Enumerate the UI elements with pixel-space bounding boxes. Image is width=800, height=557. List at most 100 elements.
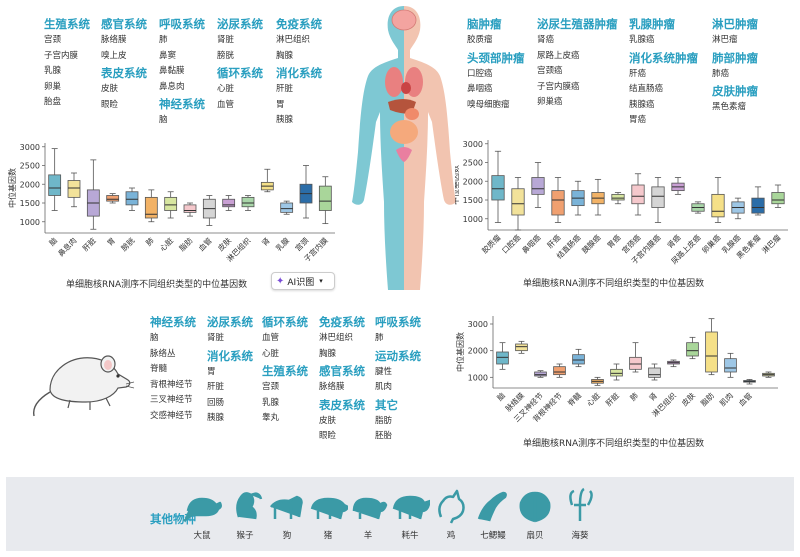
tissue-item[interactable]: 胰腺癌 xyxy=(629,99,655,110)
species-label[interactable]: 海葵 xyxy=(571,531,589,541)
box-1[interactable] xyxy=(511,177,525,231)
box-4[interactable] xyxy=(572,348,585,368)
category-title[interactable]: 生殖系统 xyxy=(44,17,90,31)
tissue-item[interactable]: 宫颈癌 xyxy=(537,66,563,76)
box-5[interactable] xyxy=(591,178,605,216)
box-7[interactable] xyxy=(629,342,642,373)
species-icon[interactable] xyxy=(225,487,265,525)
box-6[interactable] xyxy=(610,363,623,381)
tissue-item[interactable]: 腱性 xyxy=(375,366,393,377)
category-title[interactable]: 神经系统 xyxy=(150,315,196,329)
category-title[interactable]: 感官系统 xyxy=(319,364,365,378)
species-label[interactable]: 狗 xyxy=(282,531,292,541)
box-3[interactable] xyxy=(551,177,565,223)
tissue-item[interactable]: 心脏 xyxy=(262,348,280,359)
box-13[interactable] xyxy=(751,186,765,216)
species-icon[interactable] xyxy=(267,487,307,525)
box-13[interactable] xyxy=(299,165,313,219)
tissue-item[interactable]: 宫颈 xyxy=(262,382,280,392)
tissue-item[interactable]: 胶质瘤 xyxy=(467,35,493,45)
box-8[interactable] xyxy=(202,195,216,226)
box-8[interactable] xyxy=(648,363,661,381)
tissue-item[interactable]: 三叉神经节 xyxy=(150,395,193,405)
tissue-item[interactable]: 脂肪 xyxy=(375,415,393,426)
tissue-item[interactable]: 肝脏 xyxy=(276,84,294,94)
category-title[interactable]: 泌尿系统 xyxy=(217,17,263,31)
tissue-item[interactable]: 淋巴瘤 xyxy=(712,35,738,45)
tissue-item[interactable]: 皮肤 xyxy=(319,415,337,426)
tissue-item[interactable]: 肺 xyxy=(159,35,168,45)
tissue-item[interactable]: 嗅上皮 xyxy=(101,50,127,61)
category-title[interactable]: 泌尿系统 xyxy=(207,315,253,329)
category-title[interactable]: 消化系统 xyxy=(207,348,253,363)
species-label[interactable]: 扇贝 xyxy=(526,531,544,541)
tissue-item[interactable]: 淋巴组织 xyxy=(276,35,311,45)
box-2[interactable] xyxy=(534,370,547,378)
species-label[interactable]: 羊 xyxy=(363,531,373,541)
tissue-item[interactable]: 子宫内膜癌 xyxy=(537,81,580,92)
category-title[interactable]: 脑肿瘤 xyxy=(467,17,502,31)
tissue-item[interactable]: 膀胱 xyxy=(217,50,235,61)
category-title[interactable]: 呼吸系统 xyxy=(159,17,205,31)
box-0[interactable] xyxy=(496,342,509,370)
category-title[interactable]: 循环系统 xyxy=(262,315,308,329)
box-3[interactable] xyxy=(553,363,566,378)
box-0[interactable] xyxy=(48,148,62,211)
category-title[interactable]: 表皮系统 xyxy=(319,397,365,412)
box-11[interactable] xyxy=(260,168,274,193)
tissue-item[interactable]: 淋巴组织 xyxy=(319,333,354,343)
category-title[interactable]: 表皮系统 xyxy=(101,66,147,80)
category-title[interactable]: 头颈部肿瘤 xyxy=(467,50,525,65)
tissue-item[interactable]: 胃癌 xyxy=(629,115,647,125)
tissue-item[interactable]: 脑 xyxy=(150,333,159,343)
box-6[interactable] xyxy=(611,192,625,205)
box-12[interactable] xyxy=(731,197,745,220)
box-1[interactable] xyxy=(67,172,81,208)
tissue-item[interactable]: 胸腺 xyxy=(319,348,337,359)
category-title[interactable]: 免疫系统 xyxy=(319,315,365,329)
box-3[interactable] xyxy=(106,193,120,204)
tissue-item[interactable]: 眼睑 xyxy=(319,431,337,441)
tissue-item[interactable]: 卵巢癌 xyxy=(537,97,563,107)
box-8[interactable] xyxy=(651,177,665,223)
tissue-item[interactable]: 胚胎 xyxy=(375,431,393,441)
tissue-item[interactable]: 结直肠癌 xyxy=(629,84,664,94)
box-6[interactable] xyxy=(164,191,178,219)
box-10[interactable] xyxy=(241,195,255,211)
tissue-item[interactable]: 胎盘 xyxy=(44,97,62,107)
tissue-item[interactable]: 胸腺 xyxy=(276,50,294,61)
box-4[interactable] xyxy=(571,180,585,216)
tissue-item[interactable]: 睾丸 xyxy=(262,413,280,423)
tissue-item[interactable]: 胰腺 xyxy=(207,413,225,423)
tissue-item[interactable]: 交感神经节 xyxy=(150,410,193,421)
tissue-item[interactable]: 眼睑 xyxy=(101,99,119,110)
tissue-item[interactable]: 肾脏 xyxy=(207,333,225,343)
box-4[interactable] xyxy=(125,187,139,211)
tissue-item[interactable]: 心脏 xyxy=(217,84,235,94)
tissue-item[interactable]: 嗅母细胞瘤 xyxy=(467,99,510,110)
species-icon[interactable] xyxy=(473,487,513,525)
tissue-item[interactable]: 肝癌 xyxy=(629,68,647,79)
tissue-item[interactable]: 胃 xyxy=(207,366,216,377)
tissue-item[interactable]: 脉络膜 xyxy=(101,35,127,45)
box-2[interactable] xyxy=(531,162,545,208)
tissue-item[interactable]: 鼻窦 xyxy=(159,50,177,61)
box-11[interactable] xyxy=(711,177,725,223)
box-7[interactable] xyxy=(183,202,197,217)
tissue-item[interactable]: 肌肉 xyxy=(375,382,393,392)
tissue-item[interactable]: 脊髓 xyxy=(150,364,168,374)
category-title[interactable]: 其它 xyxy=(375,397,398,412)
ai-image-recognition-button[interactable]: ✦ AI识图 ▾ xyxy=(271,272,335,290)
category-title[interactable]: 消化系统 xyxy=(276,66,322,80)
species-icon[interactable] xyxy=(431,487,471,525)
species-label[interactable]: 大鼠 xyxy=(193,531,211,541)
tissue-item[interactable]: 脑 xyxy=(159,115,168,125)
species-label[interactable]: 猪 xyxy=(323,531,333,541)
tissue-item[interactable]: 胃 xyxy=(276,99,285,110)
category-title[interactable]: 感官系统 xyxy=(101,17,147,31)
box-12[interactable] xyxy=(280,200,294,215)
category-title[interactable]: 神经系统 xyxy=(159,97,205,111)
tissue-item[interactable]: 皮肤 xyxy=(101,84,119,94)
tissue-item[interactable]: 肾脏 xyxy=(217,35,235,45)
species-label[interactable]: 鸡 xyxy=(446,531,456,541)
